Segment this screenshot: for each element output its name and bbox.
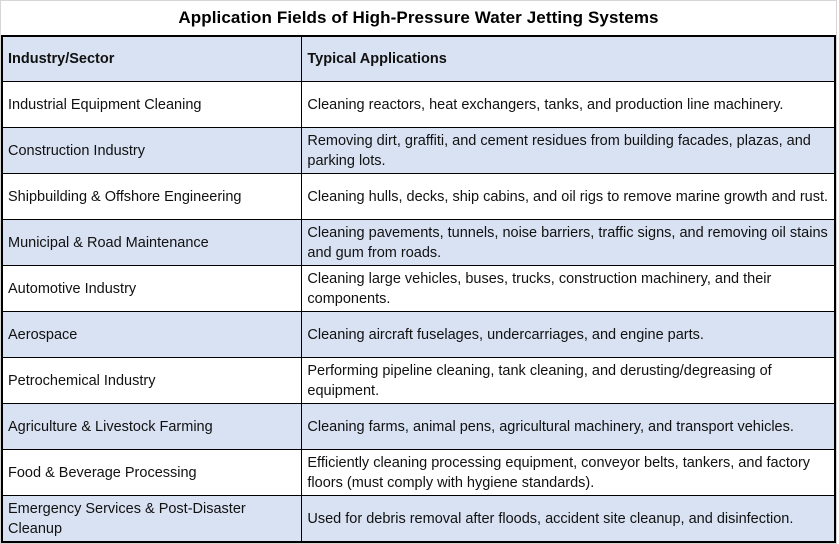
table-row: Petrochemical Industry Performing pipeli…	[1, 357, 837, 404]
applications-cell: Cleaning pavements, tunnels, noise barri…	[301, 219, 837, 266]
table-row: Automotive Industry Cleaning large vehic…	[1, 265, 837, 312]
applications-cell: Performing pipeline cleaning, tank clean…	[301, 357, 837, 404]
table-body: Industrial Equipment Cleaning Cleaning r…	[1, 81, 837, 543]
table-row: Aerospace Cleaning aircraft fuselages, u…	[1, 311, 837, 358]
title-bar: Application Fields of High-Pressure Wate…	[1, 1, 836, 35]
applications-cell: Used for debris removal after floods, ac…	[301, 495, 837, 543]
table-row: Municipal & Road Maintenance Cleaning pa…	[1, 219, 837, 266]
application-fields-table: Industry/Sector Typical Applications Ind…	[1, 35, 837, 543]
sector-cell: Automotive Industry	[1, 265, 303, 312]
applications-cell: Efficiently cleaning processing equipmen…	[301, 449, 837, 496]
applications-cell: Cleaning large vehicles, buses, trucks, …	[301, 265, 837, 312]
header-row: Industry/Sector Typical Applications	[1, 35, 837, 82]
sector-cell: Shipbuilding & Offshore Engineering	[1, 173, 303, 220]
sector-cell: Petrochemical Industry	[1, 357, 303, 404]
table-row: Shipbuilding & Offshore Engineering Clea…	[1, 173, 837, 220]
applications-cell: Removing dirt, graffiti, and cement resi…	[301, 127, 837, 174]
table-row: Food & Beverage Processing Efficiently c…	[1, 449, 837, 496]
sector-cell: Municipal & Road Maintenance	[1, 219, 303, 266]
applications-cell: Cleaning farms, animal pens, agricultura…	[301, 403, 837, 450]
header-cell-applications: Typical Applications	[301, 35, 837, 82]
sector-cell: Industrial Equipment Cleaning	[1, 81, 303, 128]
sector-cell: Aerospace	[1, 311, 303, 358]
applications-cell: Cleaning reactors, heat exchangers, tank…	[301, 81, 837, 128]
sector-cell: Food & Beverage Processing	[1, 449, 303, 496]
table-row: Construction Industry Removing dirt, gra…	[1, 127, 837, 174]
applications-cell: Cleaning aircraft fuselages, undercarria…	[301, 311, 837, 358]
table-row: Industrial Equipment Cleaning Cleaning r…	[1, 81, 837, 128]
table-row: Emergency Services & Post-Disaster Clean…	[1, 495, 837, 543]
table-row: Agriculture & Livestock Farming Cleaning…	[1, 403, 837, 450]
header-cell-sector: Industry/Sector	[1, 35, 303, 82]
table-header: Industry/Sector Typical Applications	[1, 35, 837, 82]
sector-cell: Emergency Services & Post-Disaster Clean…	[1, 495, 303, 543]
sector-cell: Agriculture & Livestock Farming	[1, 403, 303, 450]
sector-cell: Construction Industry	[1, 127, 303, 174]
page-title: Application Fields of High-Pressure Wate…	[178, 8, 659, 27]
applications-cell: Cleaning hulls, decks, ship cabins, and …	[301, 173, 837, 220]
